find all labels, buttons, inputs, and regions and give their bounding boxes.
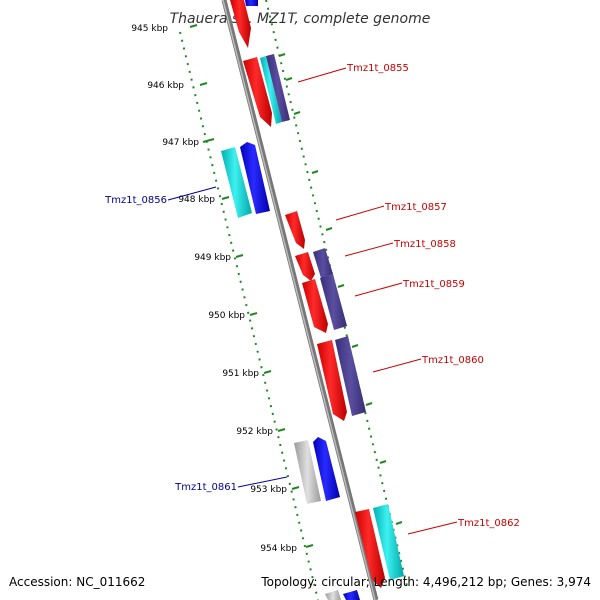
gene-label-tmz1t-0855[interactable]: Tmz1t_0855	[346, 63, 409, 74]
tick-label-953: 953 kbp	[250, 485, 287, 495]
cds-reverse[interactable]	[343, 590, 360, 600]
map-title: Thauera sp. MZ1T, complete genome	[170, 11, 431, 27]
cds-forward[interactable]	[230, 0, 251, 48]
genome-backbone-highlight	[222, 0, 376, 600]
cds-reverse[interactable]	[240, 142, 270, 214]
right-tick-rail	[265, 0, 409, 591]
cds-forward[interactable]	[295, 252, 315, 281]
gene-label-tmz1t-0858[interactable]: Tmz1t_0858	[393, 239, 456, 250]
cds-cog-purple[interactable]	[335, 336, 366, 416]
cds-reverse[interactable]	[313, 437, 340, 501]
tick-label-952: 952 kbp	[236, 427, 273, 437]
tick-label-954: 954 kbp	[260, 544, 297, 554]
cds-cog-gray[interactable]	[294, 440, 321, 504]
gene-label-tmz1t-0856[interactable]: Tmz1t_0856	[104, 195, 167, 206]
gene-label-tmz1t-0860[interactable]: Tmz1t_0860	[421, 355, 484, 366]
genome-backbone	[221, 0, 379, 600]
tick-label-949: 949 kbp	[194, 253, 231, 263]
cds-cog-purple[interactable]	[266, 54, 290, 122]
cds-forward[interactable]	[355, 509, 385, 588]
tick-label-951: 951 kbp	[222, 369, 259, 379]
left-tick-rail	[179, 31, 319, 600]
tick-label-950: 950 kbp	[208, 311, 245, 321]
cds-cog-gray[interactable]	[325, 590, 341, 600]
gene-label-tmz1t-0861[interactable]: Tmz1t_0861	[174, 482, 237, 493]
cds-cog-purple[interactable]	[320, 274, 347, 330]
cds-forward[interactable]	[317, 340, 347, 421]
right-major-ticks	[278, 53, 403, 525]
gene-labels: Tmz1t_0855 Tmz1t_0856 Tmz1t_0857 Tmz1t_0…	[104, 63, 520, 529]
label-leaders	[167, 67, 458, 535]
tick-labels: 945 kbp 946 kbp 947 kbp 948 kbp 949 kbp …	[131, 24, 297, 554]
tick-label-948: 948 kbp	[178, 195, 215, 205]
accession-text: Accession: NC_011662	[9, 575, 145, 589]
cds-forward[interactable]	[302, 279, 328, 333]
cds-cog-cyan[interactable]	[221, 147, 252, 218]
cds-cog-cyan[interactable]	[260, 56, 282, 124]
gene-label-tmz1t-0857[interactable]: Tmz1t_0857	[384, 202, 447, 213]
cds-cog-purple[interactable]	[313, 248, 333, 278]
tick-label-945: 945 kbp	[131, 24, 168, 34]
tick-label-946: 946 kbp	[147, 81, 184, 91]
cds-reverse[interactable]	[245, 0, 258, 6]
cds-forward[interactable]	[243, 57, 272, 127]
gene-label-tmz1t-0862[interactable]: Tmz1t_0862	[457, 518, 520, 529]
tick-label-947: 947 kbp	[162, 138, 199, 148]
cds-forward[interactable]	[285, 211, 305, 249]
genome-summary-text: Topology: circular; Length: 4,496,212 bp…	[260, 575, 591, 589]
cds-cog-cyan[interactable]	[373, 504, 404, 580]
left-major-ticks	[189, 24, 314, 548]
gene-features	[221, 0, 404, 600]
gene-label-tmz1t-0859[interactable]: Tmz1t_0859	[402, 279, 465, 290]
